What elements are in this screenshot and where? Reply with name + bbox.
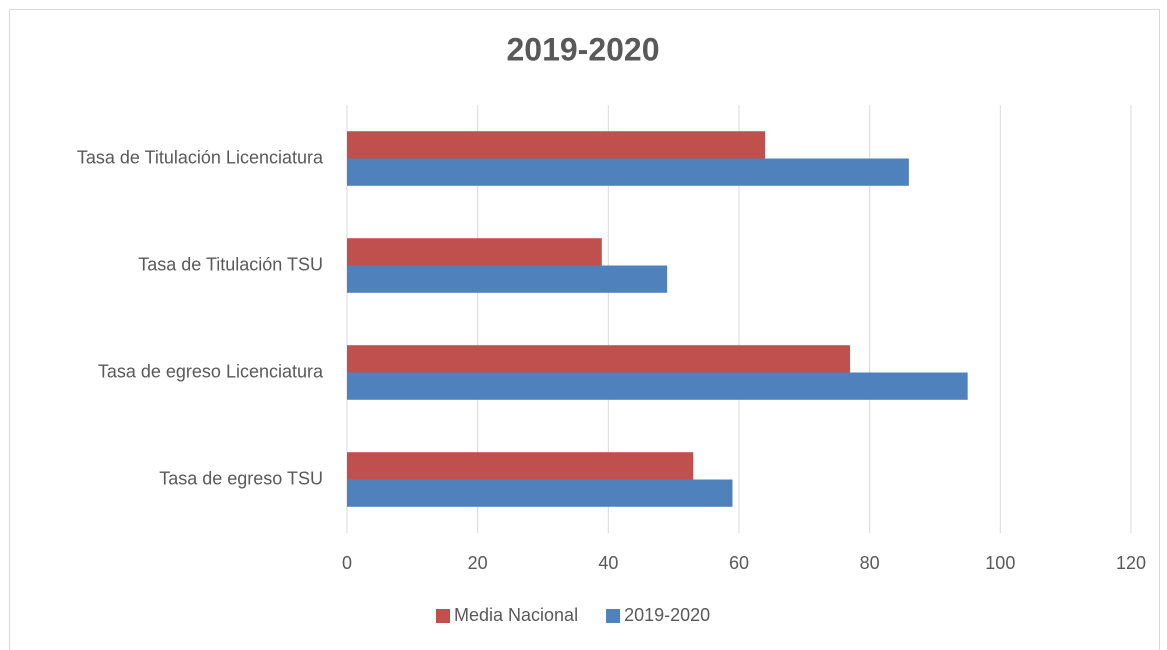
y-tick-label: Tasa de egreso TSU [159,468,323,488]
y-tick-label: Tasa de Titulación TSU [138,254,323,274]
bar [347,372,968,400]
legend-swatch [436,609,450,623]
x-tick-label: 100 [985,553,1015,573]
bar [347,158,909,186]
bar [347,345,851,373]
bar [347,131,766,159]
x-tick-label: 0 [342,553,352,573]
x-tick-label: 120 [1116,553,1146,573]
bar [347,265,668,293]
x-tick-label: 60 [729,553,749,573]
legend-label: Media Nacional [454,605,578,625]
chart-title: 2019-2020 [506,31,659,67]
x-tick-label: 40 [598,553,618,573]
y-tick-label: Tasa de egreso Licenciatura [98,361,324,381]
x-tick-label: 80 [860,553,880,573]
y-tick-label: Tasa de Titulación Licenciatura [77,147,324,167]
x-tick-label: 20 [468,553,488,573]
bar [347,238,602,266]
legend-label: 2019-2020 [624,605,710,625]
chart-border [9,9,1160,650]
bar [347,479,733,507]
bar [347,452,694,480]
legend-swatch [606,609,621,623]
